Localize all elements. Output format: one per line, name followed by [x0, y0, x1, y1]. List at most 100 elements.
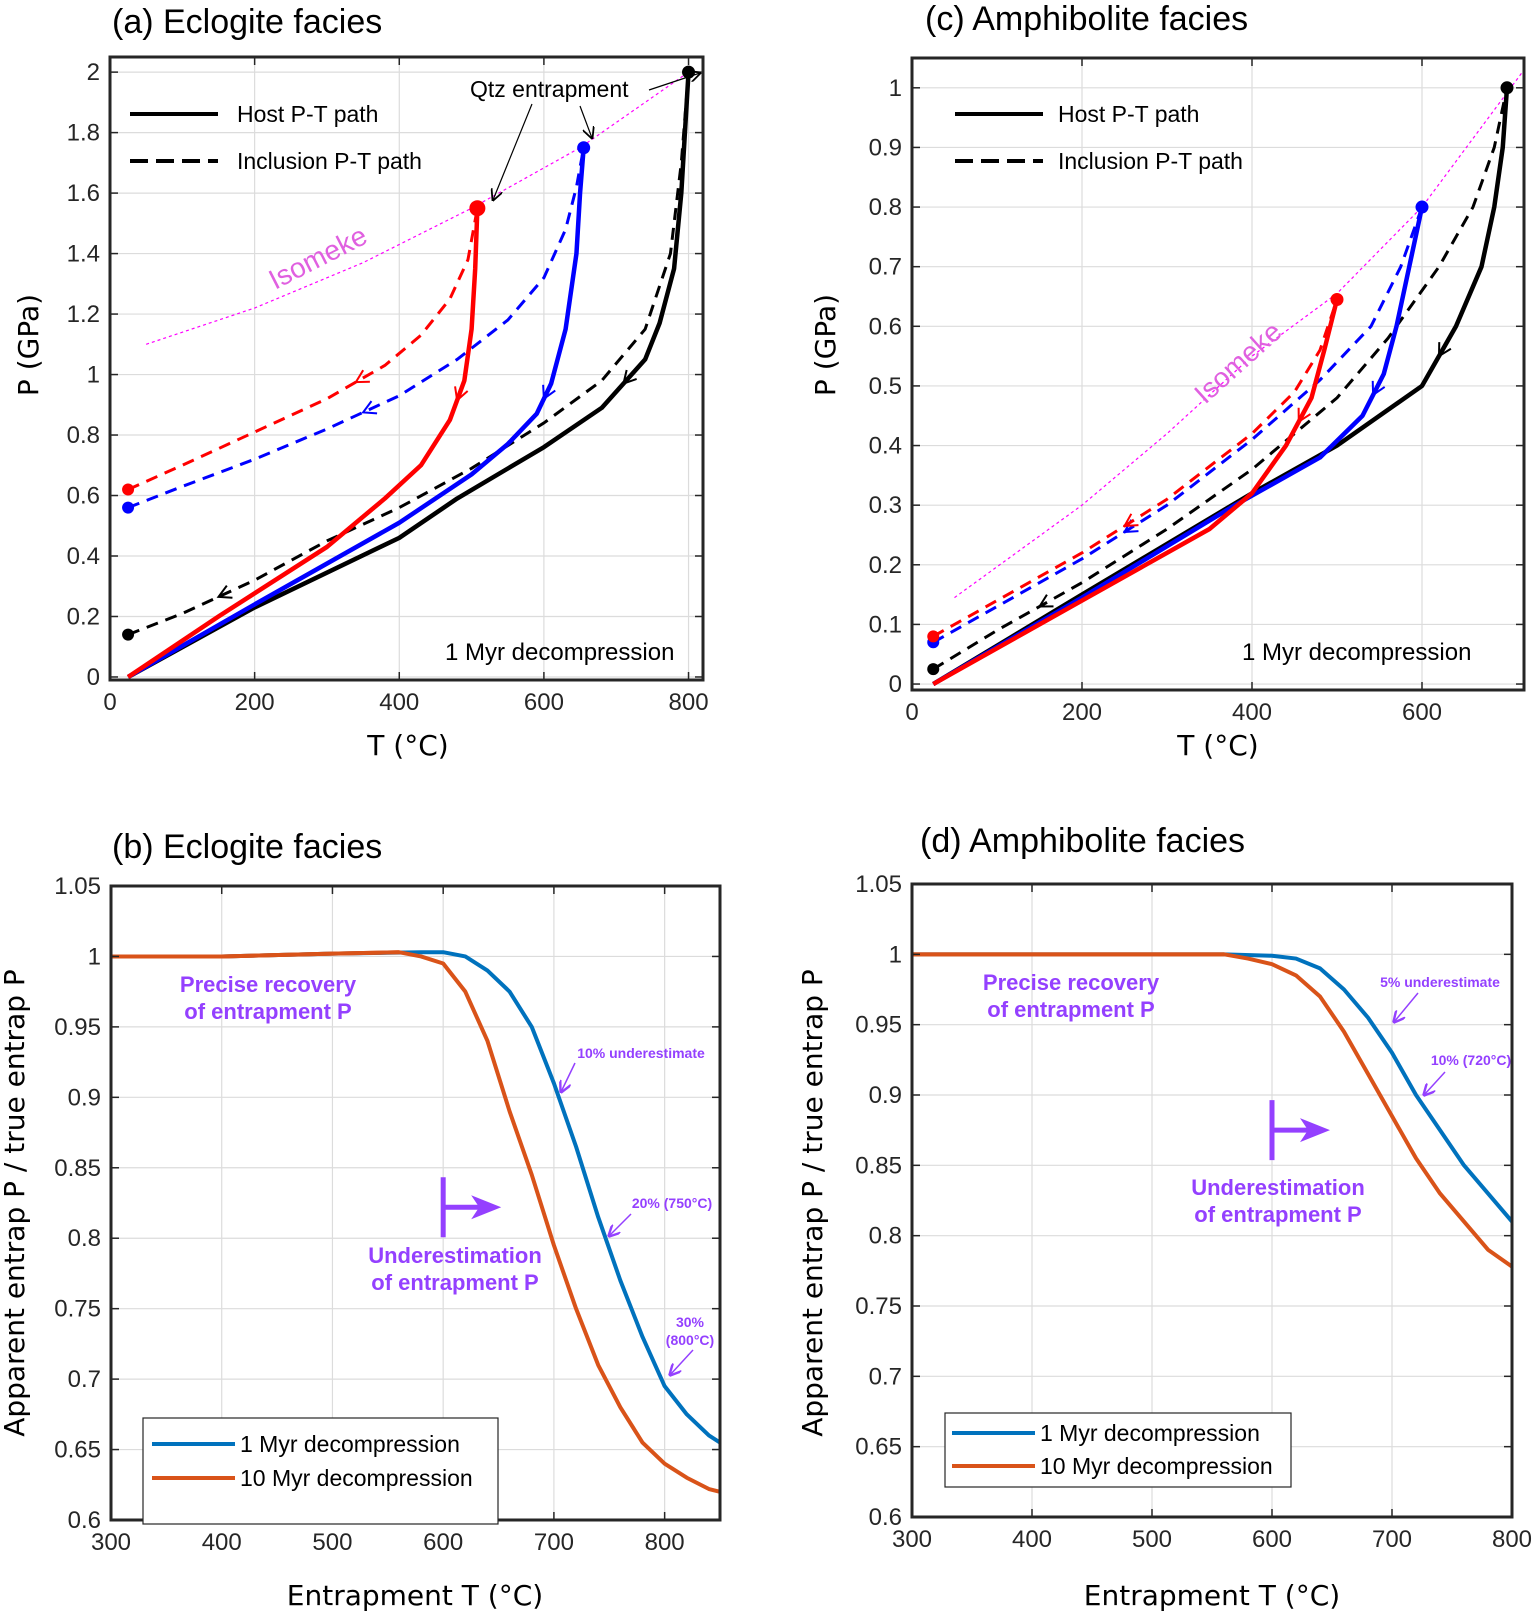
- isomeke-label: Isomeke: [1188, 316, 1287, 410]
- y-tick-label: 0.1: [869, 611, 902, 638]
- y-tick-label: 0.5: [869, 373, 902, 400]
- panel-a-series: [122, 65, 696, 679]
- legend-1myr-label: 1 Myr decompression: [240, 1431, 460, 1457]
- underestimation-line2: of entrapment P: [1194, 1202, 1361, 1227]
- direction-arrow: [216, 585, 233, 599]
- y-tick-label: 0.95: [54, 1014, 101, 1041]
- panel-c-ticks: 0 200 400 600 0 0.1 0.2 0.3 0.4 0.5 0.6 0.7 0.8 0.9 1: [869, 58, 1524, 726]
- panel-d-grid: [912, 884, 1512, 1517]
- panel-c-legend: Host P-T path Inclusion P-T path: [955, 101, 1243, 174]
- y-tick-label: 0.95: [855, 1012, 902, 1039]
- y-tick-label: 0.4: [67, 543, 100, 570]
- y-tick-label: 1.6: [67, 180, 100, 207]
- x-tick-label: 500: [1132, 1526, 1172, 1553]
- panel-c-amphibolite-pt: (c) Amphibolite facies 0 200 400 600 0 0.1 0.2…: [809, 0, 1526, 762]
- legend-box: [944, 1412, 1292, 1488]
- panel-a-xlabel: T (°C): [366, 729, 448, 762]
- panel-b-eclogite-ratio: (b) Eclogite facies 300 400 500 600 700 800 0.…: [0, 828, 722, 1612]
- entrapment-point: [1330, 292, 1344, 306]
- underestimation-line1: Underestimation: [1191, 1175, 1365, 1200]
- y-tick-label: 1.05: [54, 873, 101, 900]
- direction-arrow: [1371, 380, 1386, 397]
- entrapment-arrow-black: [648, 73, 700, 91]
- y-tick-label: 0.9: [869, 134, 902, 161]
- y-tick-label: 0.3: [869, 492, 902, 519]
- isomeke-line: [954, 69, 1525, 599]
- y-tick-label: 0.75: [54, 1296, 101, 1323]
- callout-20pct-arrow: [609, 1213, 632, 1236]
- y-tick-label: 0.7: [869, 254, 902, 281]
- panel-d-title: (d) Amphibolite facies: [920, 822, 1245, 860]
- direction-arrow: [361, 400, 378, 415]
- panel-b-ylabel: Apparent entrap P / true entrap P: [0, 969, 31, 1437]
- direction-arrow: [622, 369, 637, 386]
- y-tick-label: 1.05: [855, 871, 902, 898]
- entrapment-point: [469, 200, 486, 217]
- series-10myr-overlap: [111, 950, 399, 959]
- x-tick-label: 500: [312, 1529, 352, 1556]
- panel-a-grid: [110, 57, 703, 680]
- x-tick-label: 300: [91, 1529, 131, 1556]
- y-tick-label: 0.75: [855, 1293, 902, 1320]
- panel-b-callouts: 10% underestimate 20% (750°C) 30% (800°C…: [561, 1045, 714, 1375]
- direction-arrow: [1037, 594, 1054, 608]
- y-tick-label: 2: [87, 59, 100, 86]
- inclusion-path-line: [932, 87, 1509, 671]
- entrapment-point: [1500, 81, 1514, 95]
- y-tick-label: 1.8: [67, 120, 100, 147]
- panel-a-ylabel: P (GPa): [12, 294, 45, 396]
- inclusion-path-line: [932, 206, 1424, 644]
- inclusion-path-line: [127, 147, 586, 510]
- x-tick-label: 0: [103, 689, 116, 716]
- x-tick-label: 600: [524, 689, 564, 716]
- direction-arrow: [1122, 513, 1139, 528]
- x-tick-label: 400: [1232, 699, 1272, 726]
- legend-host-label: Host P-T path: [1058, 101, 1199, 127]
- y-tick-label: 1: [889, 941, 902, 968]
- y-tick-label: 1: [88, 943, 101, 970]
- direction-arrow: [1297, 407, 1312, 424]
- x-tick-label: 800: [645, 1529, 685, 1556]
- panel-d-callouts: 5% underestimate 10% (720°C): [1380, 974, 1511, 1095]
- final-inclusion-point: [122, 628, 135, 641]
- panel-d-axes-box: [910, 882, 1514, 1519]
- host-path-line: [126, 208, 480, 679]
- entrapment-point: [1415, 200, 1429, 214]
- y-tick-label: 0.8: [68, 1225, 101, 1252]
- qtz-entrapment-label: Qtz entrapment: [470, 76, 629, 102]
- inclusion-path-line: [932, 298, 1339, 638]
- y-tick-label: 0.2: [869, 552, 902, 579]
- precise-recovery-line1: Precise recovery: [983, 970, 1160, 995]
- underestimation-line1: Underestimation: [368, 1243, 542, 1268]
- x-tick-label: 600: [1402, 699, 1442, 726]
- panel-b-threshold-marker: [440, 1177, 502, 1238]
- y-tick-label: 0.7: [68, 1366, 101, 1393]
- panel-b-xlabel: Entrapment T (°C): [287, 1579, 543, 1612]
- y-tick-label: 0: [87, 664, 100, 691]
- y-tick-label: 0.9: [869, 1082, 902, 1109]
- panel-d-threshold-marker: [1269, 1100, 1330, 1161]
- panel-a-eclogite-pt: (a) Eclogite facies 0 200 400 600 800 0 0.2 0.4…: [12, 3, 709, 762]
- x-tick-label: 0: [905, 699, 918, 726]
- y-tick-label: 0.85: [855, 1152, 902, 1179]
- x-tick-label: 200: [235, 689, 275, 716]
- callout-20pct: 20% (750°C): [632, 1195, 712, 1211]
- direction-arrow: [542, 384, 556, 401]
- direction-arrow: [354, 369, 370, 384]
- host-path-line: [932, 206, 1425, 686]
- callout-30pct-line1: 30%: [676, 1314, 705, 1330]
- y-tick-label: 0.7: [869, 1363, 902, 1390]
- precise-recovery-line2: of entrapment P: [184, 999, 351, 1024]
- y-tick-label: 1: [889, 75, 902, 102]
- entrapment-arrow-blue: [579, 105, 592, 138]
- panel-c-series: [927, 69, 1525, 686]
- final-inclusion-point: [927, 630, 940, 643]
- threshold-arrow-head: [1300, 1118, 1330, 1143]
- legend-host-label: Host P-T path: [237, 101, 378, 127]
- y-tick-label: 0.2: [67, 603, 100, 630]
- entrapment-arrow-red: [493, 103, 533, 200]
- panel-d-amphibolite-ratio: (d) Amphibolite facies 300 400 500 600 700 80…: [796, 822, 1532, 1612]
- panel-b-ticks: 300 400 500 600 700 800 0.6 0.65 0.7 0.75 0.8 0.85 0…: [54, 873, 720, 1556]
- x-tick-label: 700: [1372, 1526, 1412, 1553]
- y-tick-label: 0.65: [54, 1437, 101, 1464]
